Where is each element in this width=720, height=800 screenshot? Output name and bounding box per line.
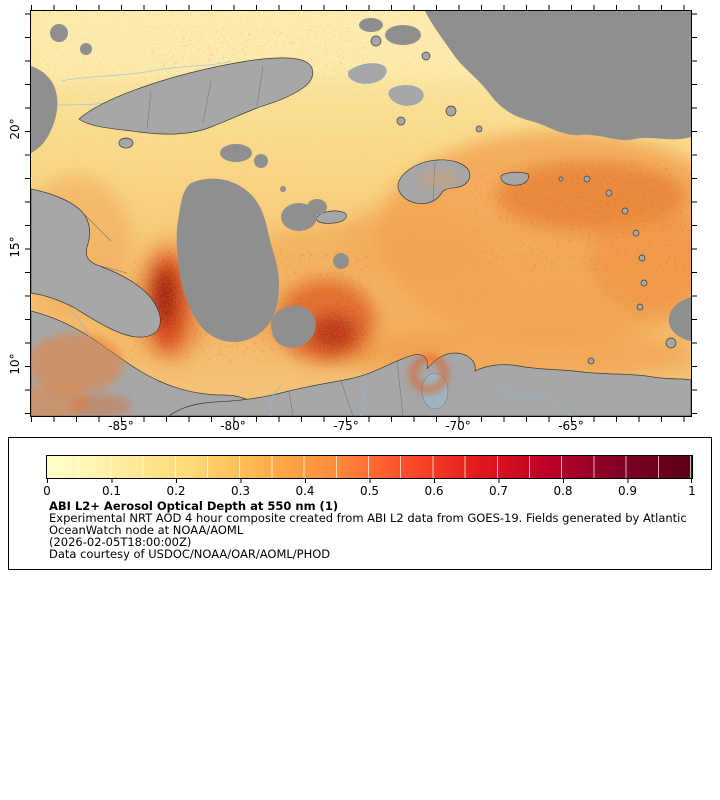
lon-tick-label: -70° xyxy=(445,419,471,433)
axis-ticks-bottom xyxy=(31,417,691,422)
colorbar-tick-label: 0.8 xyxy=(553,484,573,498)
colorbar-labels: 0 0.1 0.2 0.3 0.4 0.5 0.6 0.7 0.8 0.9 1 xyxy=(43,484,696,498)
colorbar-tick-label: 0.7 xyxy=(488,484,509,498)
axis-ticks-right xyxy=(692,11,697,416)
colorbar-tick-label: 0 xyxy=(43,484,51,498)
colorbar-tick-label: 0.3 xyxy=(230,484,251,498)
legend-courtesy: Data courtesy of USDOC/NOAA/OAR/AOML/PHO… xyxy=(49,547,331,561)
colorbar-tick-label: 0.6 xyxy=(424,484,444,498)
lon-tick-label: -85° xyxy=(108,419,134,433)
aod-map-canvas xyxy=(30,10,692,417)
lon-tick-label: -65° xyxy=(558,419,584,433)
colorbar-gradient xyxy=(46,455,693,479)
aod-map-svg xyxy=(31,11,691,416)
colorbar-tick-label: 0.4 xyxy=(295,484,315,498)
legend-box: 0 0.1 0.2 0.3 0.4 0.5 0.6 0.7 0.8 0.9 1 … xyxy=(8,437,712,570)
colorbar-tick-label: 0.9 xyxy=(617,484,638,498)
colorbar-tick-label: 0.2 xyxy=(166,484,186,498)
aod-over-land xyxy=(31,171,459,416)
lat-tick-label: 10° xyxy=(8,353,22,375)
colorbar-segment-lines xyxy=(47,456,692,478)
colorbar-tick-label: 0.5 xyxy=(359,484,380,498)
lon-tick-label: -80° xyxy=(220,419,246,433)
lon-tick-label: -75° xyxy=(333,419,359,433)
axis-ticks-left xyxy=(25,11,30,416)
colorbar-tick-label: 0.1 xyxy=(101,484,122,498)
colorbar-ticks xyxy=(47,479,692,483)
country-borders xyxy=(82,65,436,416)
legend-description-line2: OceanWatch node at NOAA/AOML xyxy=(49,523,244,537)
missing-data-clouds xyxy=(31,11,691,348)
legend-text-block: ABI L2+ Aerosol Optical Depth at 550 nm … xyxy=(49,500,701,560)
colorbar-tick-label: 1 xyxy=(688,484,696,498)
lat-tick-label: 20° xyxy=(8,118,22,140)
legend-title: ABI L2+ Aerosol Optical Depth at 550 nm … xyxy=(49,499,339,513)
legend-description-line1: Experimental NRT AOD 4 hour composite cr… xyxy=(49,511,687,525)
legend-timestamp: (2026-02-05T18:00:00Z) xyxy=(49,535,192,549)
lat-tick-label: 15° xyxy=(8,236,22,258)
axis-ticks-top xyxy=(31,5,691,10)
